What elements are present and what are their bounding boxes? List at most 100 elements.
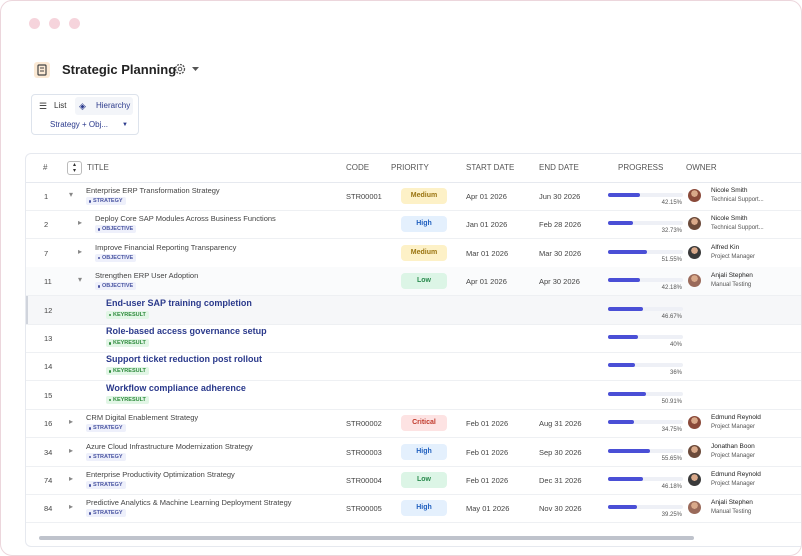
row-divider [26,465,801,467]
expand-toggle[interactable]: ▸ [69,502,74,512]
end-date: Feb 28 2026 [539,220,582,230]
code: STR00001 [346,192,382,201]
owner-name: Anjali Stephen [711,272,753,280]
row-number: 15 [44,390,53,400]
start-date: May 01 2026 [466,504,510,514]
column-header: PRIORITY [391,163,429,172]
row-title[interactable]: Workflow compliance adherence [106,382,246,393]
row-title[interactable]: Support ticket reduction post rollout [106,354,262,365]
window-dot [49,18,60,29]
progress-track [608,391,683,396]
expand-toggle[interactable]: ▸ [69,474,74,483]
row-title[interactable]: Role-based access governance setup [106,326,267,336]
progress-track [608,221,683,226]
end-date: Dec 31 2026 [539,476,582,485]
progress-track [608,363,683,368]
owner-avatar [688,245,701,259]
row-divider [26,437,801,439]
expand-toggle[interactable]: ▾ [69,190,74,199]
type-tag: STRATEGY [86,481,126,489]
end-date: Jun 30 2026 [539,192,581,201]
end-date: Mar 30 2026 [539,248,582,258]
row-title[interactable]: Deploy Core SAP Modules Across Business … [95,214,276,224]
row-divider [26,238,801,240]
filter-label: Strategy + Obj... [50,120,109,129]
owner-name: Nicole Smith [711,187,748,194]
progress-track [608,477,683,481]
expand-toggle[interactable]: ▸ [78,246,83,256]
type-tag: KEYRESULT [106,310,149,319]
type-tag: OBJECTIVE [95,282,137,291]
header-divider [26,182,801,183]
list-view-button[interactable]: ☰ List [39,101,67,111]
progress-label: 40% [669,342,682,348]
sort-toggle[interactable]: ▴ ▾ [67,161,82,175]
start-date: Mar 01 2026 [466,248,509,258]
row-title[interactable]: Strengthen ERP User Adoption [95,271,199,281]
type-tag: OBJECTIVE [95,225,137,234]
start-date: Apr 01 2026 [466,192,507,201]
owner-role: Technical Support... [711,197,764,203]
type-tag: KEYRESULT [106,395,149,404]
row-title[interactable]: Predictive Analytics & Machine Learning … [86,498,292,508]
progress-label: 39.25% [661,512,682,519]
expand-toggle[interactable]: ▾ [78,275,83,285]
owner-role: Technical Support... [711,225,764,232]
type-tag: OBJECTIVE [95,253,137,262]
type-tag: KEYRESULT [106,339,149,347]
progress-label: 46.67% [661,313,682,320]
progress-bar [608,505,638,510]
start-date: Feb 01 2026 [466,476,509,485]
list-label: List [54,101,67,110]
owner-role: Project Manager [711,452,756,459]
hierarchy-view-button[interactable]: ◈ Hierarchy [75,97,133,115]
type-tag: STRATEGY [86,197,126,205]
start-date: Jan 01 2026 [466,220,508,230]
end-date: Sep 30 2026 [539,447,582,457]
code: STR00005 [346,504,382,514]
expand-toggle[interactable]: ▸ [69,445,74,455]
column-header: START DATE [466,163,515,172]
priority-pill: High [401,216,447,233]
row-title[interactable]: Enterprise ERP Transformation Strategy [86,186,220,195]
scrollbar[interactable] [39,536,694,540]
priority-pill: Medium [401,188,447,204]
column-header: # [43,163,48,172]
progress-bar [608,477,643,481]
owner-avatar [688,416,701,430]
row-title[interactable]: CRM Digital Enablement Strategy [86,413,199,423]
progress-track [608,448,683,453]
settings-button[interactable] [173,62,203,76]
priority-pill: High [401,443,447,460]
row-title[interactable]: Improve Financial Reporting Transparency [95,242,237,252]
progress-bar [608,221,633,226]
progress-bar [608,391,647,396]
owner-avatar [688,473,701,486]
row-divider [26,323,801,325]
progress-label: 55.65% [661,455,682,462]
row-title[interactable]: Azure Cloud Infrastructure Modernization… [86,441,253,451]
row-divider [26,408,801,410]
progress-track [608,249,683,254]
filter-dropdown[interactable]: Strategy + Obj... ▼ [50,120,128,129]
progress-track [608,278,683,283]
owner-role: Project Manager [711,253,756,260]
start-date: Feb 01 2026 [466,447,509,457]
owner-name: Anjali Stephen [711,499,753,507]
row-divider [26,522,801,524]
row-title[interactable]: Enterprise Productivity Optimization Str… [86,470,235,479]
owner-avatar [688,189,701,202]
column-header: TITLE [87,163,109,172]
expand-toggle[interactable]: ▸ [69,417,74,427]
row-title[interactable]: End-user SAP training completion [106,297,252,308]
row-number: 14 [44,362,53,372]
row-number: 1 [44,192,49,201]
code: STR00003 [346,447,382,457]
expand-toggle[interactable]: ▸ [78,218,83,228]
owner-role: Manual Testing [711,282,752,289]
type-tag: STRATEGY [86,452,126,461]
priority-pill: Medium [401,244,447,261]
priority-pill: Low [401,273,447,290]
priority-pill: Low [401,472,447,488]
